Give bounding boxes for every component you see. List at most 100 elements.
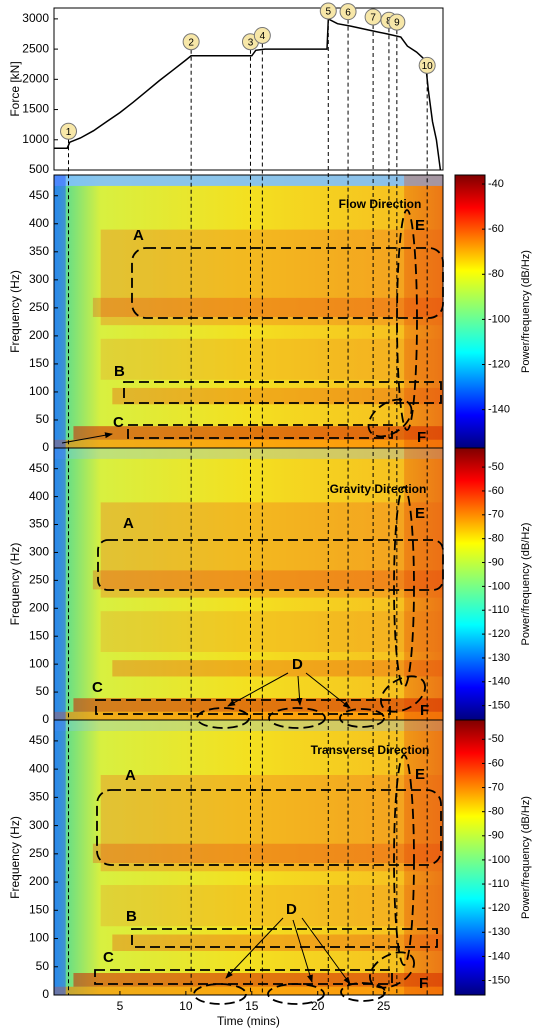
axes-frame: [53, 719, 444, 996]
y-tick-label: 2000: [22, 72, 49, 86]
y-tick-label: 200: [29, 600, 49, 614]
region: [123, 381, 442, 404]
colorbar-tick-label: -90: [488, 556, 504, 568]
y-axis-label: Frequency (Hz): [8, 543, 22, 626]
colorbar-tick-label: -100: [488, 313, 510, 325]
annotation: C: [113, 414, 124, 431]
y-tick-label: 200: [29, 874, 49, 888]
colorbar-tick-label: -100: [488, 854, 510, 866]
annotation: A: [123, 515, 134, 532]
spectrogram-band: [54, 439, 443, 448]
arrow: [296, 675, 303, 706]
region: [97, 539, 444, 591]
event-label: 9: [394, 18, 400, 29]
x-tick-label: 10: [179, 999, 193, 1013]
annotation: E: [415, 766, 425, 783]
colorbar-tick-label: -150: [488, 700, 510, 712]
y-tick-label: 300: [29, 818, 49, 832]
colorbar: [454, 719, 486, 996]
y-tick-label: 400: [29, 761, 49, 775]
colorbar: [454, 447, 486, 721]
colorbar-tick-label: -50: [488, 733, 504, 745]
spectrogram-band: [404, 720, 443, 995]
y-tick-label: 2500: [22, 41, 49, 55]
y-tick-label: 0: [42, 712, 49, 726]
colorbar-tick-label: -60: [488, 757, 504, 769]
region: [131, 928, 438, 948]
event-marker: [388, 13, 406, 31]
region: [193, 983, 247, 1005]
plot-area: [54, 8, 444, 995]
colorbar-tick-label: -60: [488, 223, 504, 235]
region: [380, 675, 426, 713]
colorbar-label: Power/frequency (dB/Hz): [520, 523, 532, 646]
y-tick-label: 350: [29, 790, 49, 804]
annotation: D: [292, 656, 303, 673]
spectrogram-band: [112, 660, 443, 677]
region: [393, 486, 415, 688]
event-marker: [60, 122, 78, 140]
y-tick-label: 0: [42, 987, 49, 1001]
panel-title: Gravity Direction: [330, 482, 427, 496]
y-tick-label: 150: [29, 628, 49, 642]
annotation: D: [286, 901, 297, 918]
event-marker: [364, 8, 382, 26]
event-marker: [253, 26, 271, 44]
colorbar-tick-label: -80: [488, 533, 504, 545]
x-tick-label: 25: [377, 999, 391, 1013]
colorbar-label: Power/frequency (dB/Hz): [520, 250, 532, 373]
annotation: B: [114, 363, 125, 380]
x-tick-label: 20: [311, 999, 325, 1013]
y-tick-label: 150: [29, 356, 49, 370]
colorbar-tick-label: -80: [488, 268, 504, 280]
y-tick-label: 50: [36, 959, 50, 973]
annotation: F: [420, 702, 429, 719]
annotation: A: [133, 227, 144, 244]
y-axis-label: Frequency (Hz): [8, 270, 22, 353]
region: [367, 398, 413, 438]
spectrogram-band: [54, 986, 443, 995]
region: [340, 982, 386, 1002]
colorbar-tick-label: -130: [488, 652, 510, 664]
spectrogram-band: [404, 175, 443, 448]
y-tick-label: 200: [29, 328, 49, 342]
colorbar-tick-label: -120: [488, 628, 510, 640]
event-label: 4: [260, 31, 266, 42]
spectrogram-band: [54, 448, 443, 459]
colorbar-tick-label: -130: [488, 926, 510, 938]
region: [196, 707, 250, 729]
event-label: 7: [370, 13, 376, 24]
y-tick-label: 450: [29, 461, 49, 475]
spectrogram-band: [54, 720, 443, 731]
spectrogram: [54, 448, 443, 720]
y-tick-label: 1000: [22, 132, 49, 146]
y-tick-label: 450: [29, 733, 49, 747]
y-tick-label: 50: [36, 412, 50, 426]
y-tick-label: 350: [29, 517, 49, 531]
axes-bg: [54, 8, 443, 170]
x-tick-label: 5: [117, 999, 124, 1013]
colorbar: [454, 174, 486, 449]
y-tick-label: 300: [29, 545, 49, 559]
axes-frame: [53, 7, 444, 171]
spectrogram-band: [54, 175, 443, 186]
colorbar-tick-label: -110: [488, 604, 509, 616]
spectrogram-band: [73, 426, 443, 440]
spectrogram: [54, 720, 443, 995]
colorbar-tick-label: -140: [488, 950, 510, 962]
spectrogram-band: [100, 775, 444, 872]
spectrogram-band: [112, 934, 443, 951]
annotation: E: [415, 217, 425, 234]
colorbar-tick-label: -140: [488, 676, 510, 688]
y-tick-label: 3000: [22, 11, 49, 25]
y-tick-label: 1500: [22, 102, 49, 116]
spectrogram-band: [92, 570, 444, 590]
spectrogram-band: [54, 175, 66, 448]
y-tick-label: 100: [29, 656, 49, 670]
colorbar-tick-label: -150: [488, 974, 510, 986]
x-axis-label: Time (mins): [217, 1014, 280, 1028]
spectrogram-band: [404, 448, 443, 720]
event-label: 6: [345, 7, 351, 18]
